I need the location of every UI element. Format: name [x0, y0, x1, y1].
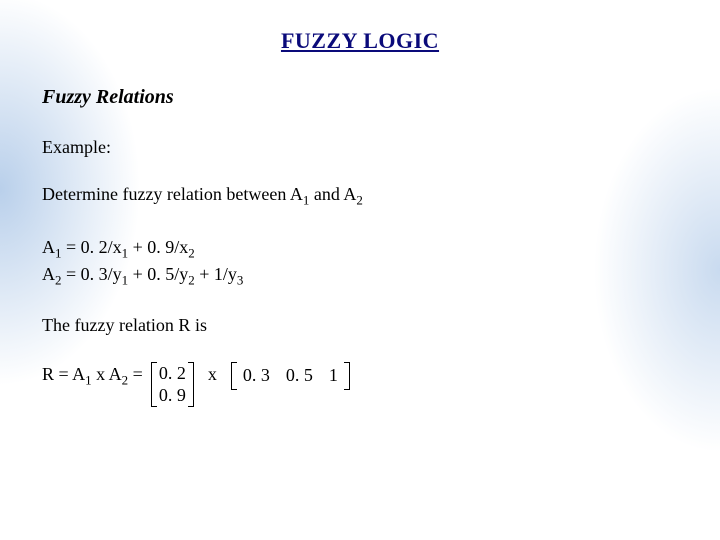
- column-vector: 0. 2 0. 9: [151, 362, 194, 407]
- row-bracket-right: [344, 362, 350, 390]
- a2-t2: + 0. 5/y: [128, 264, 188, 284]
- determine-text-1: Determine fuzzy relation between A: [42, 184, 303, 204]
- content-region: Example: Determine fuzzy relation betwee…: [0, 137, 720, 407]
- y3-sub: 3: [237, 272, 243, 287]
- determine-text-2: and A: [309, 184, 356, 204]
- lhs-mid: x A: [92, 364, 122, 384]
- a2-definition: A2 = 0. 3/y1 + 0. 5/y2 + 1/y3: [42, 262, 678, 289]
- a1-t1: = 0. 2/x: [61, 237, 121, 257]
- row-val-3: 1: [329, 365, 338, 386]
- sub-2: 2: [356, 193, 362, 208]
- row-val-2: 0. 5: [286, 365, 313, 386]
- matrix-expression: R = A1 x A2 = 0. 2 0. 9 x 0. 3 0. 5 1: [42, 362, 678, 407]
- col-val-2: 0. 9: [159, 384, 186, 407]
- page-title: FUZZY LOGIC: [0, 0, 720, 54]
- a1-definition: A1 = 0. 2/x1 + 0. 9/x2: [42, 235, 678, 262]
- lhs-post: =: [128, 364, 143, 384]
- section-subtitle: Fuzzy Relations: [0, 54, 720, 109]
- a2-t1: = 0. 3/y: [61, 264, 121, 284]
- lhs: R = A1 x A2 =: [42, 362, 143, 389]
- a2-t3: + 1/y: [195, 264, 237, 284]
- lhs-pre: R = A: [42, 364, 85, 384]
- definitions-block: A1 = 0. 2/x1 + 0. 9/x2 A2 = 0. 3/y1 + 0.…: [42, 235, 678, 289]
- a1-t2: + 0. 9/x: [128, 237, 188, 257]
- relation-r-text: The fuzzy relation R is: [42, 315, 678, 336]
- example-label: Example:: [42, 137, 678, 158]
- col-bracket-right: [188, 362, 194, 407]
- row-val-1: 0. 3: [243, 365, 270, 386]
- x2-sub: 2: [188, 245, 194, 260]
- determine-line: Determine fuzzy relation between A1 and …: [42, 184, 678, 209]
- a2-pre: A: [42, 264, 55, 284]
- row-vector: 0. 3 0. 5 1: [231, 362, 350, 390]
- col-val-1: 0. 2: [159, 362, 186, 385]
- multiply-symbol: x: [202, 362, 223, 385]
- a1-pre: A: [42, 237, 55, 257]
